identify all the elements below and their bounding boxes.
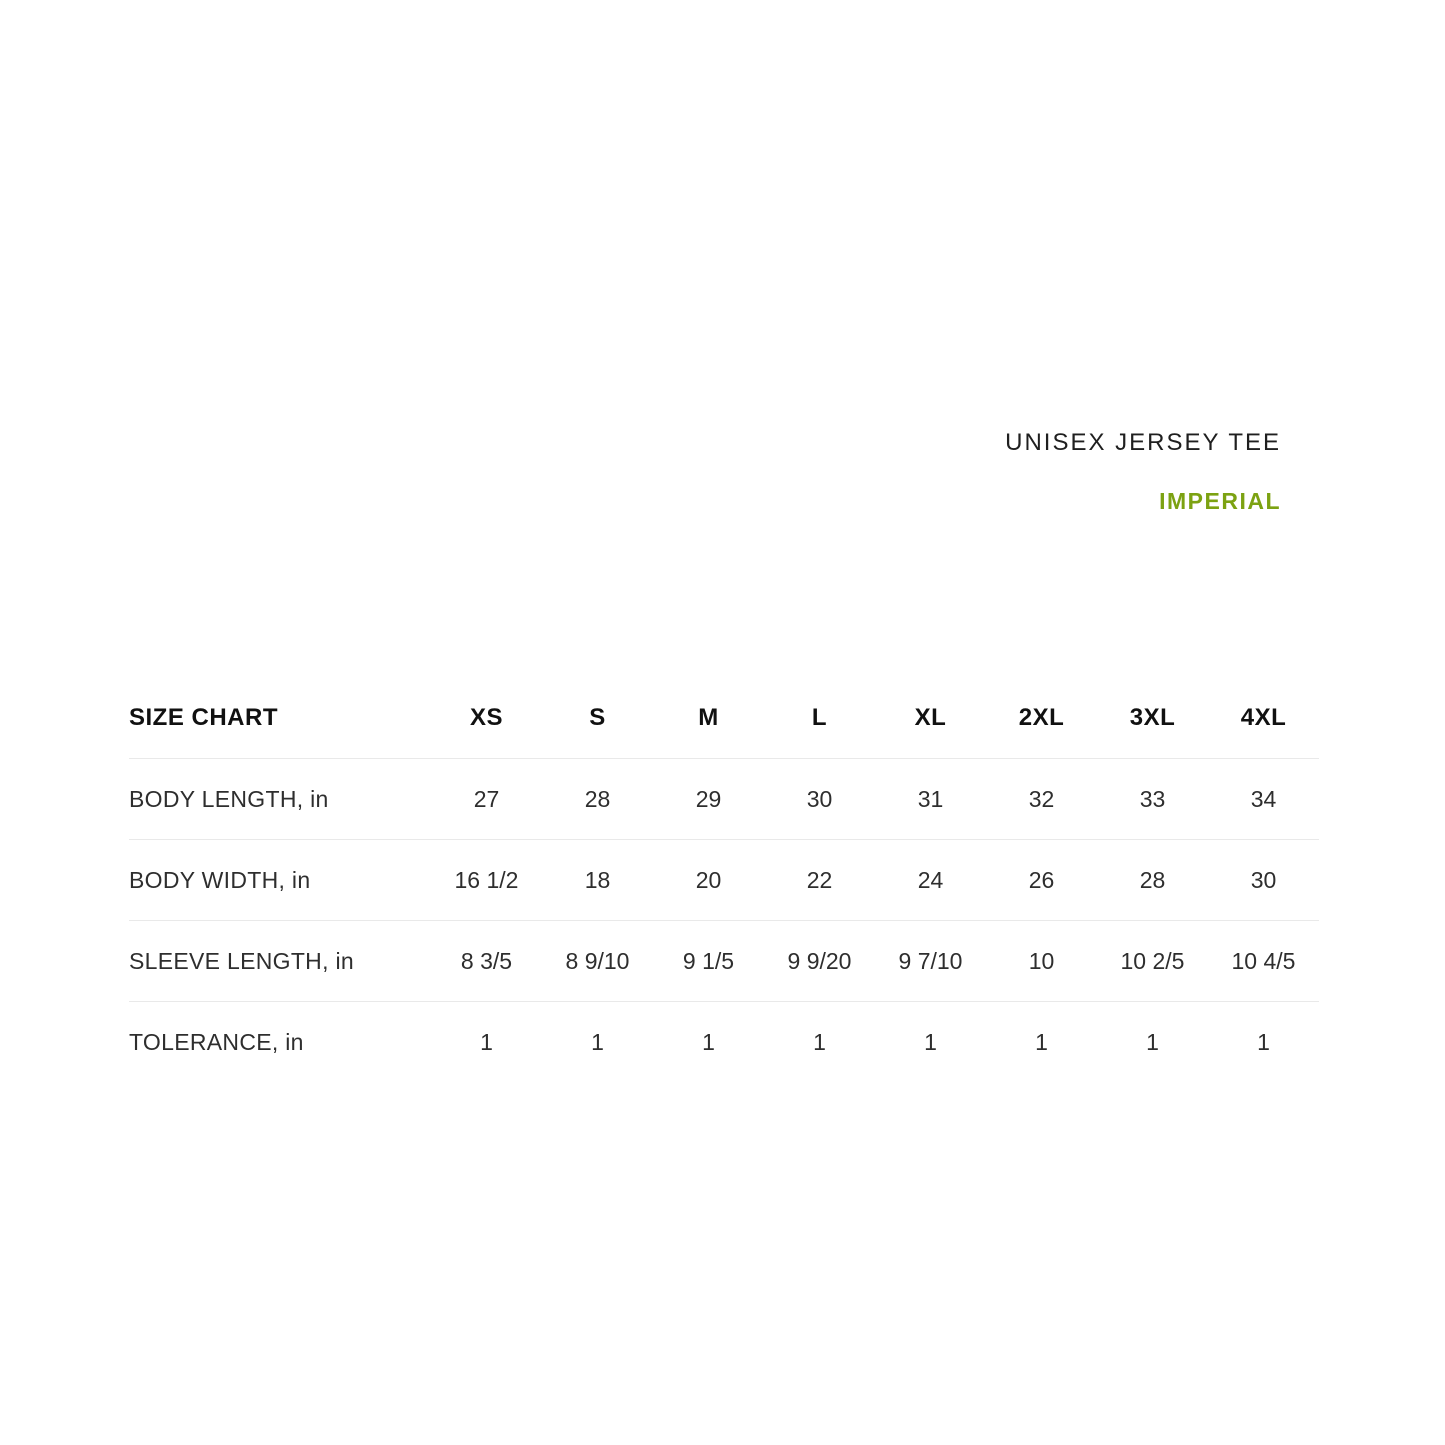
measurement-value: 28 <box>584 785 611 812</box>
measurement-row: TOLERANCE, in 1 1 1 1 1 1 1 1 <box>129 1002 1319 1083</box>
size-column-header-4xl: 4XL <box>1240 704 1287 731</box>
measurement-row-label: TOLERANCE, in <box>129 1028 304 1055</box>
measurement-value: 24 <box>917 866 944 893</box>
measurement-value: 18 <box>584 866 611 893</box>
size-column-header-m: M <box>698 704 719 731</box>
measurement-value: 1 <box>924 1028 937 1055</box>
size-chart-header-row: SIZE CHART XS S M L XL 2XL 3XL 4XL <box>129 678 1319 759</box>
measurement-value: 1 <box>702 1028 715 1055</box>
measurement-value: 10 4/5 <box>1231 947 1296 974</box>
size-chart-title: SIZE CHART <box>129 704 278 731</box>
measurement-value: 10 2/5 <box>1120 947 1185 974</box>
size-column-header-l: L <box>811 704 828 731</box>
size-column-header-s: S <box>589 704 606 731</box>
measurement-row: BODY WIDTH, in 16 1/2 18 20 22 24 26 28 30 <box>129 840 1319 921</box>
size-chart-table: SIZE CHART XS S M L XL 2XL 3XL 4XL BODY LENGTH,… <box>129 678 1319 1082</box>
measurement-row-label: SLEEVE LENGTH, in <box>129 947 354 974</box>
measurement-value: 1 <box>1146 1028 1159 1055</box>
measurement-value: 29 <box>695 785 722 812</box>
measurement-value: 1 <box>1257 1028 1270 1055</box>
measurement-value: 31 <box>917 785 944 812</box>
measurement-value: 9 1/5 <box>682 947 735 974</box>
measurement-value: 1 <box>1035 1028 1048 1055</box>
size-column-header-xs: XS <box>469 704 503 731</box>
measurement-value: 9 9/20 <box>787 947 852 974</box>
measurement-value: 28 <box>1139 866 1166 893</box>
measurement-value: 1 <box>480 1028 493 1055</box>
size-chart-body: BODY LENGTH, in 27 28 29 30 31 32 33 34 BODY WIDT… <box>129 759 1319 1083</box>
measurement-value: 30 <box>806 785 833 812</box>
size-column-header-3xl: 3XL <box>1129 704 1176 731</box>
measurement-row-label: BODY WIDTH, in <box>129 866 311 893</box>
measurement-value: 16 1/2 <box>454 866 519 893</box>
measurement-value: 30 <box>1250 866 1277 893</box>
measurement-value: 1 <box>813 1028 826 1055</box>
measurement-value: 10 <box>1028 947 1055 974</box>
measurement-value: 20 <box>695 866 722 893</box>
measurement-value: 32 <box>1028 785 1055 812</box>
size-column-header-2xl: 2XL <box>1018 704 1065 731</box>
measurement-row-label: BODY LENGTH, in <box>129 785 329 812</box>
measurement-value: 27 <box>473 785 500 812</box>
measurement-value: 33 <box>1139 785 1166 812</box>
measurement-value: 22 <box>806 866 833 893</box>
measurement-row: SLEEVE LENGTH, in 8 3/5 8 9/10 9 1/5 9 9/20 9… <box>129 921 1319 1002</box>
size-column-header-xl: XL <box>914 704 947 731</box>
measurement-value: 8 3/5 <box>460 947 513 974</box>
product-title: UNISEX JERSEY TEE <box>1005 429 1281 456</box>
unit-system-label: IMPERIAL <box>1159 488 1281 514</box>
product-header: UNISEX JERSEY TEE IMPERIAL <box>1005 429 1281 515</box>
measurement-row: BODY LENGTH, in 27 28 29 30 31 32 33 34 <box>129 759 1319 840</box>
measurement-value: 1 <box>591 1028 604 1055</box>
measurement-value: 26 <box>1028 866 1055 893</box>
measurement-value: 9 7/10 <box>898 947 963 974</box>
measurement-value: 34 <box>1250 785 1277 812</box>
measurement-value: 8 9/10 <box>565 947 630 974</box>
